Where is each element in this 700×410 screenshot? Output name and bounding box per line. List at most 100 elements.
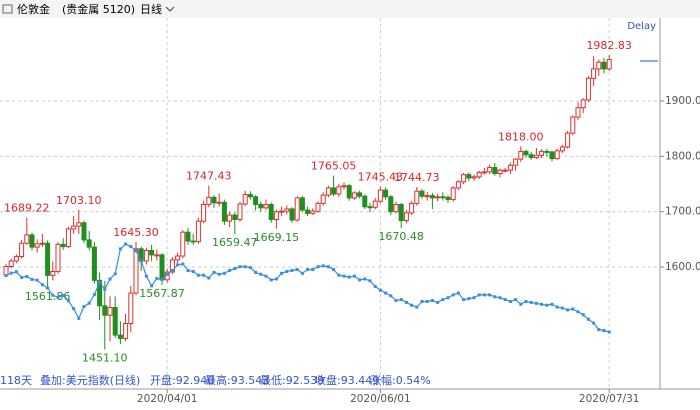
- overlay-point: [228, 269, 232, 273]
- candle-body: [8, 260, 14, 268]
- toolbar: [0, 0, 700, 18]
- candle-body: [377, 189, 383, 202]
- overlay-point: [207, 276, 211, 280]
- candle-body: [513, 158, 519, 166]
- overlay-point: [519, 302, 523, 306]
- candle-body: [523, 150, 529, 156]
- overlay-point: [222, 271, 226, 275]
- candle-body: [362, 195, 368, 208]
- candle-body: [419, 190, 425, 197]
- candle-body: [591, 68, 597, 79]
- candle-body: [175, 255, 181, 261]
- candle-body: [190, 240, 196, 243]
- candle-body: [455, 181, 461, 189]
- candle-body: [575, 107, 581, 118]
- candle-body: [154, 254, 160, 257]
- market: (贵金属 5120): [62, 2, 135, 16]
- overlay-point: [394, 299, 398, 303]
- overlay-point: [248, 266, 252, 270]
- overlay-point: [20, 275, 24, 279]
- candle-body: [357, 192, 363, 197]
- overlay-point: [425, 299, 429, 303]
- overlay-point: [61, 293, 65, 297]
- overlay-point: [332, 268, 336, 272]
- candle-body: [195, 220, 201, 243]
- candle-body: [341, 185, 347, 188]
- candle-body: [242, 194, 248, 205]
- candle-body: [533, 154, 539, 158]
- overlay-point: [602, 329, 606, 333]
- overlay-point: [217, 272, 221, 276]
- overlay-point: [9, 271, 13, 275]
- candle-body: [440, 196, 446, 199]
- candle-body: [107, 306, 113, 316]
- overlay-point: [124, 242, 128, 246]
- overlay-point: [514, 298, 518, 302]
- overlay-point: [399, 298, 403, 302]
- overlay-point: [410, 303, 414, 307]
- candle-body: [185, 231, 191, 242]
- overlay-point: [186, 269, 190, 273]
- candle-body: [284, 208, 290, 212]
- candle-body: [461, 174, 467, 183]
- overlay-point: [384, 291, 388, 295]
- candle-body: [471, 176, 477, 179]
- overlay-point: [363, 277, 367, 281]
- candle-body: [50, 270, 56, 276]
- candle-body: [268, 204, 274, 220]
- overlay-point: [472, 296, 476, 300]
- candle-body: [502, 169, 508, 172]
- overlay-point: [181, 262, 185, 266]
- overlay-point: [451, 293, 455, 297]
- candle-body: [570, 116, 576, 134]
- candle-body: [476, 171, 482, 178]
- candle-body: [554, 150, 560, 160]
- candle-body: [24, 234, 30, 244]
- candle-body: [481, 171, 487, 174]
- candle-body: [331, 187, 337, 195]
- overlay-point: [488, 293, 492, 297]
- overlay-point: [4, 274, 8, 278]
- candle-body: [133, 248, 139, 294]
- low-label: 1567.87: [139, 287, 185, 300]
- overlay-point: [243, 265, 247, 269]
- overlay-point: [139, 259, 143, 263]
- overlay-point: [560, 306, 564, 310]
- overlay-point: [191, 269, 195, 273]
- candle-body: [34, 243, 40, 248]
- overlay-stat: 最低:92.539: [260, 374, 324, 387]
- high-label: 1703.10: [56, 194, 102, 207]
- candle-body: [601, 61, 607, 70]
- overlay-point: [46, 286, 50, 290]
- menu-icon[interactable]: [2, 4, 13, 14]
- overlay-point: [540, 302, 544, 306]
- period[interactable]: 日线: [140, 2, 162, 16]
- candle-body: [263, 204, 269, 209]
- candle-body: [559, 146, 565, 152]
- candle-body: [528, 154, 534, 158]
- candle-body: [409, 202, 415, 214]
- overlay-stat: 开盘:92.940: [150, 373, 214, 387]
- candle-body: [367, 206, 373, 209]
- overlay-point: [274, 277, 278, 281]
- candle-body: [414, 190, 420, 204]
- candle-body: [237, 203, 243, 220]
- instrument[interactable]: 伦敦金: [17, 2, 50, 16]
- overlay-point: [342, 274, 346, 278]
- high-label: 1689.22: [4, 202, 50, 215]
- period-dropdown[interactable]: [165, 6, 175, 12]
- overlay-point: [25, 275, 29, 279]
- overlay-point: [35, 278, 39, 282]
- overlay-point: [430, 299, 434, 303]
- overlay-point: [280, 271, 284, 275]
- candle-body: [86, 239, 92, 248]
- overlay-point: [134, 249, 138, 253]
- overlay-point: [238, 265, 242, 269]
- candle-body: [180, 231, 186, 257]
- overlay-point: [254, 270, 258, 274]
- overlay-point: [150, 284, 154, 288]
- overlay-point: [373, 284, 377, 288]
- candle-body: [518, 150, 524, 160]
- candle-body: [123, 323, 129, 339]
